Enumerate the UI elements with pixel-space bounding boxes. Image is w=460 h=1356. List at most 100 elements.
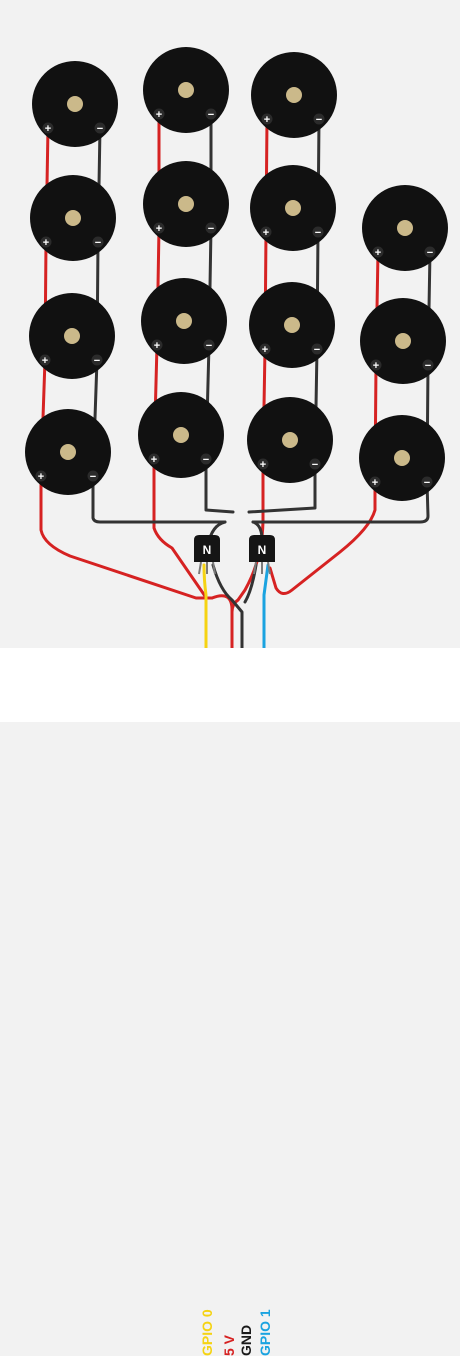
plus-label: + (38, 471, 44, 483)
plus-terminal (259, 343, 271, 355)
minus-terminal (87, 470, 99, 482)
minus-terminal (312, 226, 324, 238)
minus-terminal (205, 108, 217, 120)
plus-label: + (373, 360, 379, 372)
plus-terminal (370, 359, 382, 371)
transistor-lead (267, 561, 271, 575)
plus-terminal (261, 113, 273, 125)
minus-terminal (311, 343, 323, 355)
plus-terminal (372, 246, 384, 258)
emitter-left (211, 563, 244, 650)
minus-label: − (94, 355, 100, 367)
pin-label-gnd: GND (238, 1324, 254, 1356)
buzzer-center (178, 196, 194, 212)
transistor-body (194, 535, 220, 562)
minus-label: − (315, 227, 321, 239)
plus-label: + (372, 477, 378, 489)
plus-label: + (262, 344, 268, 356)
plus-terminal (153, 108, 165, 120)
minus-terminal (424, 246, 436, 258)
plus-label: + (154, 340, 160, 352)
plus-label: + (263, 227, 269, 239)
plus-label: + (151, 454, 157, 466)
plus-label: + (375, 247, 381, 259)
buzzer: + − (362, 185, 448, 271)
minus-terminal (422, 359, 434, 371)
buzzer-center (395, 333, 411, 349)
minus-label: − (90, 471, 96, 483)
gpio0-wire (202, 563, 208, 650)
buzzer: + − (32, 61, 118, 147)
plus-label: + (43, 237, 49, 249)
buzzer: + − (249, 282, 335, 368)
minus-terminal (205, 222, 217, 234)
plus-label: + (42, 355, 48, 367)
positive-return-col4 (268, 480, 377, 595)
plus-terminal (369, 476, 381, 488)
gpio1-wire (262, 563, 270, 650)
plus-label: + (45, 123, 51, 135)
buzzer: + − (25, 409, 111, 495)
minus-label: − (427, 247, 433, 259)
buzzer-center (397, 220, 413, 236)
buzzer: + − (247, 397, 333, 483)
minus-terminal (94, 122, 106, 134)
minus-terminal (309, 458, 321, 470)
minus-label: − (208, 109, 214, 121)
buzzer-center (60, 444, 76, 460)
minus-terminal (421, 476, 433, 488)
minus-label: − (316, 114, 322, 126)
minus-label: − (425, 360, 431, 372)
plus-terminal (148, 453, 160, 465)
minus-label: − (97, 123, 103, 135)
buzzer-center (67, 96, 83, 112)
transistor-1: N (194, 535, 220, 575)
transistor-lead (198, 561, 202, 575)
minus-terminal (203, 339, 215, 351)
plus-terminal (40, 236, 52, 248)
buzzer-center (64, 328, 80, 344)
buzzer: + − (141, 278, 227, 364)
buzzer: + − (250, 165, 336, 251)
plus-label: + (260, 459, 266, 471)
minus-label: − (314, 344, 320, 356)
transistor-2: N (249, 535, 275, 575)
buzzer-center (284, 317, 300, 333)
positive-return-col1 (39, 474, 214, 600)
minus-label: − (424, 477, 430, 489)
pin-label-5v: 5 V (221, 1334, 237, 1356)
buzzer-center (394, 450, 410, 466)
minus-label: − (206, 340, 212, 352)
five-volt-join (230, 598, 240, 614)
negative-bus-left (91, 474, 227, 524)
buzzer-center (176, 313, 192, 329)
buzzer: + − (251, 52, 337, 138)
minus-terminal (200, 453, 212, 465)
buzzer: + − (143, 47, 229, 133)
buzzer-center (173, 427, 189, 443)
five-volt-trunk (210, 594, 234, 650)
buzzer-center (286, 87, 302, 103)
negative-bus-col2 (204, 457, 235, 514)
buzzer: + − (143, 161, 229, 247)
plus-terminal (42, 122, 54, 134)
minus-terminal (91, 354, 103, 366)
transistor-lead (253, 561, 257, 575)
pin-label-gpio0: GPIO 0 (199, 1309, 215, 1356)
plus-terminal (39, 354, 51, 366)
buzzers: + −+ −+ −+ −+ −+ −+ −+ −+ −+ −+ −+ −+ −+ −+ − (25, 47, 448, 501)
plus-terminal (151, 339, 163, 351)
negative-bus-right (251, 480, 430, 524)
transistor-label: N (258, 543, 267, 557)
negative-bus-col3 (247, 462, 317, 514)
minus-label: − (312, 459, 318, 471)
transistor-label: N (203, 543, 212, 557)
pin-legend: GPIO 0 5 V GND GPIO 1 (0, 648, 460, 1356)
buzzer: + − (360, 298, 446, 384)
plus-terminal (35, 470, 47, 482)
buzzer: + − (30, 175, 116, 261)
